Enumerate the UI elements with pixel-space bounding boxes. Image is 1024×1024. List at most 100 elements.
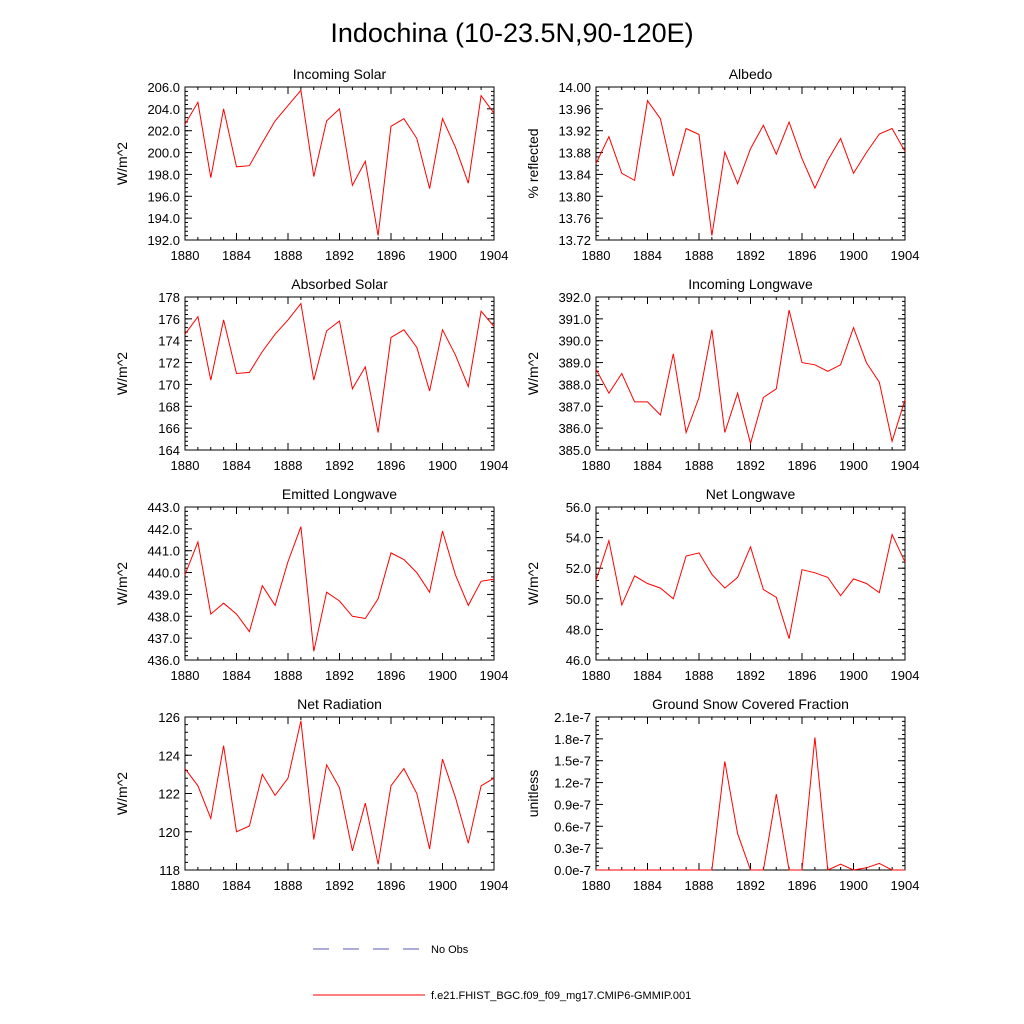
x-tick-label: 1888	[274, 668, 303, 683]
x-tick-label: 1884	[633, 248, 662, 263]
x-tick-label: 1884	[222, 668, 251, 683]
y-tick-label: 387.0	[558, 399, 591, 414]
panel-title: Incoming Solar	[293, 66, 387, 82]
y-axis-label: W/m^2	[525, 562, 541, 605]
series-line	[595, 99, 906, 236]
y-tick-label: 120	[158, 825, 180, 840]
y-tick-label: 192.0	[147, 233, 180, 248]
x-tick-label: 1900	[839, 878, 868, 893]
y-tick-label: 14.00	[558, 80, 591, 95]
y-tick-label: 196.0	[147, 189, 180, 204]
x-tick-label: 1892	[736, 878, 765, 893]
series-line	[596, 737, 905, 871]
x-tick-label: 1880	[171, 878, 200, 893]
x-tick-label: 1892	[325, 458, 354, 473]
y-tick-label: 0.9e-7	[554, 797, 591, 812]
series-line	[184, 89, 495, 236]
y-axis-label: W/m^2	[114, 352, 130, 395]
x-tick-label: 1880	[171, 458, 200, 473]
panel-title: Net Longwave	[706, 486, 796, 502]
y-tick-label: 170	[158, 377, 180, 392]
x-tick-label: 1888	[274, 248, 303, 263]
y-tick-label: 385.0	[558, 443, 591, 458]
plot-frame	[595, 506, 906, 661]
y-tick-label: 168	[158, 399, 180, 414]
x-tick-label: 1900	[428, 668, 457, 683]
series-line	[595, 532, 906, 639]
y-tick-label: 202.0	[147, 124, 180, 139]
y-axis-label: % reflected	[525, 128, 541, 198]
y-tick-label: 0.6e-7	[554, 819, 591, 834]
y-tick-label: 13.76	[558, 211, 591, 226]
panel-net-radiation: Net Radiation 118 120 122 124 126 1880 1884 1888…	[114, 696, 508, 893]
x-tick-label: 1880	[582, 248, 611, 263]
y-tick-label: 166	[158, 421, 180, 436]
x-tick-label: 1900	[839, 458, 868, 473]
x-tick-label: 1880	[582, 458, 611, 473]
x-tick-label: 1888	[685, 878, 714, 893]
y-axis-label: W/m^2	[114, 562, 130, 605]
y-axis-label: W/m^2	[114, 142, 130, 185]
x-tick-label: 1896	[788, 248, 817, 263]
y-tick-label: 439.0	[147, 587, 180, 602]
x-tick-label: 1896	[788, 668, 817, 683]
y-tick-label: 200.0	[147, 146, 180, 161]
y-tick-label: 442.0	[147, 522, 180, 537]
x-tick-label: 1904	[480, 878, 509, 893]
y-tick-label: 178	[158, 290, 180, 305]
plot-frame	[184, 506, 495, 661]
panels-group: Incoming Solar 192.0 194.0 196.0 198.0 200.0 2…	[114, 66, 919, 893]
y-tick-label: 13.88	[558, 146, 591, 161]
panel-incoming-solar: Incoming Solar 192.0 194.0 196.0 198.0 200.0 2…	[114, 66, 508, 263]
y-tick-label: 194.0	[147, 211, 180, 226]
x-tick-label: 1900	[428, 458, 457, 473]
x-tick-label: 1892	[325, 248, 354, 263]
x-tick-label: 1896	[788, 458, 817, 473]
x-tick-label: 1880	[171, 668, 200, 683]
x-tick-label: 1888	[274, 878, 303, 893]
plot-frame	[595, 716, 906, 871]
y-tick-label: 388.0	[558, 377, 591, 392]
panel-title: Ground Snow Covered Fraction	[652, 696, 849, 712]
y-tick-label: 437.0	[147, 631, 180, 646]
y-tick-label: 48.0	[566, 622, 591, 637]
x-tick-label: 1880	[171, 248, 200, 263]
series-line	[184, 526, 495, 652]
panel-title: Net Radiation	[297, 696, 382, 712]
x-tick-label: 1904	[480, 458, 509, 473]
series-line	[595, 309, 906, 446]
y-tick-label: 438.0	[147, 609, 180, 624]
y-tick-label: 118	[159, 863, 180, 878]
x-tick-label: 1884	[633, 878, 662, 893]
y-tick-label: 2.1e-7	[554, 710, 591, 725]
x-tick-label: 1892	[736, 248, 765, 263]
x-tick-label: 1892	[736, 458, 765, 473]
y-tick-label: 13.92	[558, 124, 591, 139]
y-tick-label: 46.0	[566, 653, 591, 668]
x-tick-label: 1884	[222, 458, 251, 473]
x-tick-label: 1896	[377, 668, 406, 683]
y-tick-label: 174	[158, 334, 180, 349]
panel-title: Emitted Longwave	[282, 486, 397, 502]
x-tick-label: 1888	[274, 458, 303, 473]
panel-albedo: Albedo 13.72 13.76 13.80 13.84 13.88 13.92 13.9…	[525, 66, 919, 263]
y-axis-label: W/m^2	[114, 772, 130, 815]
x-tick-label: 1896	[377, 458, 406, 473]
x-tick-label: 1900	[839, 248, 868, 263]
y-tick-label: 124	[158, 748, 180, 763]
y-tick-label: 204.0	[147, 102, 180, 117]
legend-model-label: f.e21.FHIST_BGC.f09_f09_mg17.CMIP6-GMMIP…	[431, 990, 691, 1002]
x-tick-label: 1884	[222, 878, 251, 893]
y-tick-label: 440.0	[147, 566, 180, 581]
x-tick-label: 1904	[891, 668, 920, 683]
x-tick-label: 1900	[428, 878, 457, 893]
y-tick-label: 392.0	[558, 290, 591, 305]
panel-net-longwave: Net Longwave 46.0 48.0 50.0 52.0 54.0 56.0 1880…	[525, 486, 919, 683]
legend: No Obs f.e21.FHIST_BGC.f09_f09_mg17.CMIP…	[313, 944, 691, 1002]
x-tick-label: 1884	[633, 458, 662, 473]
y-tick-label: 176	[158, 312, 180, 327]
y-tick-label: 1.5e-7	[554, 754, 591, 769]
x-tick-label: 1900	[839, 668, 868, 683]
y-tick-label: 13.80	[558, 189, 591, 204]
panel-absorbed-solar: Absorbed Solar 164 166 168 170 172 174 176 178 18…	[114, 276, 508, 473]
